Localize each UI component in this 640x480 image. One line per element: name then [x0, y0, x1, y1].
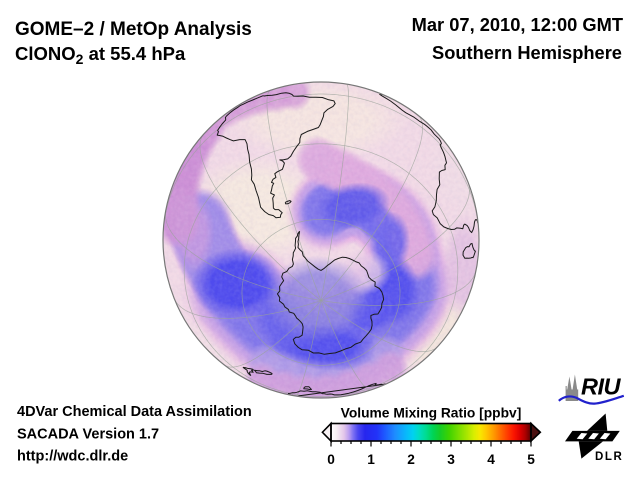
svg-text:ClONO2 at 55.4 hPa: ClONO2 at 55.4 hPa	[15, 43, 186, 67]
svg-text:2: 2	[407, 452, 415, 467]
svg-text:SACADA Version 1.7: SACADA Version 1.7	[17, 427, 159, 443]
svg-text:4: 4	[487, 452, 495, 467]
svg-text:RIU: RIU	[581, 374, 622, 400]
svg-text:http://wdc.dlr.de: http://wdc.dlr.de	[17, 449, 128, 465]
svg-text:0: 0	[327, 452, 335, 467]
svg-text:GOME–2 / MetOp Analysis: GOME–2 / MetOp Analysis	[15, 19, 252, 40]
svg-text:DLR: DLR	[595, 451, 623, 463]
svg-text:Volume Mixing Ratio [ppbv]: Volume Mixing Ratio [ppbv]	[341, 406, 522, 421]
svg-text:Mar 07, 2010, 12:00 GMT: Mar 07, 2010, 12:00 GMT	[412, 14, 623, 35]
svg-text:3: 3	[447, 452, 455, 467]
svg-text:1: 1	[367, 452, 375, 467]
svg-text:Southern Hemisphere: Southern Hemisphere	[432, 42, 622, 63]
svg-text:4DVar Chemical Data Assimilati: 4DVar Chemical Data Assimilation	[17, 404, 252, 420]
svg-text:5: 5	[527, 452, 535, 467]
